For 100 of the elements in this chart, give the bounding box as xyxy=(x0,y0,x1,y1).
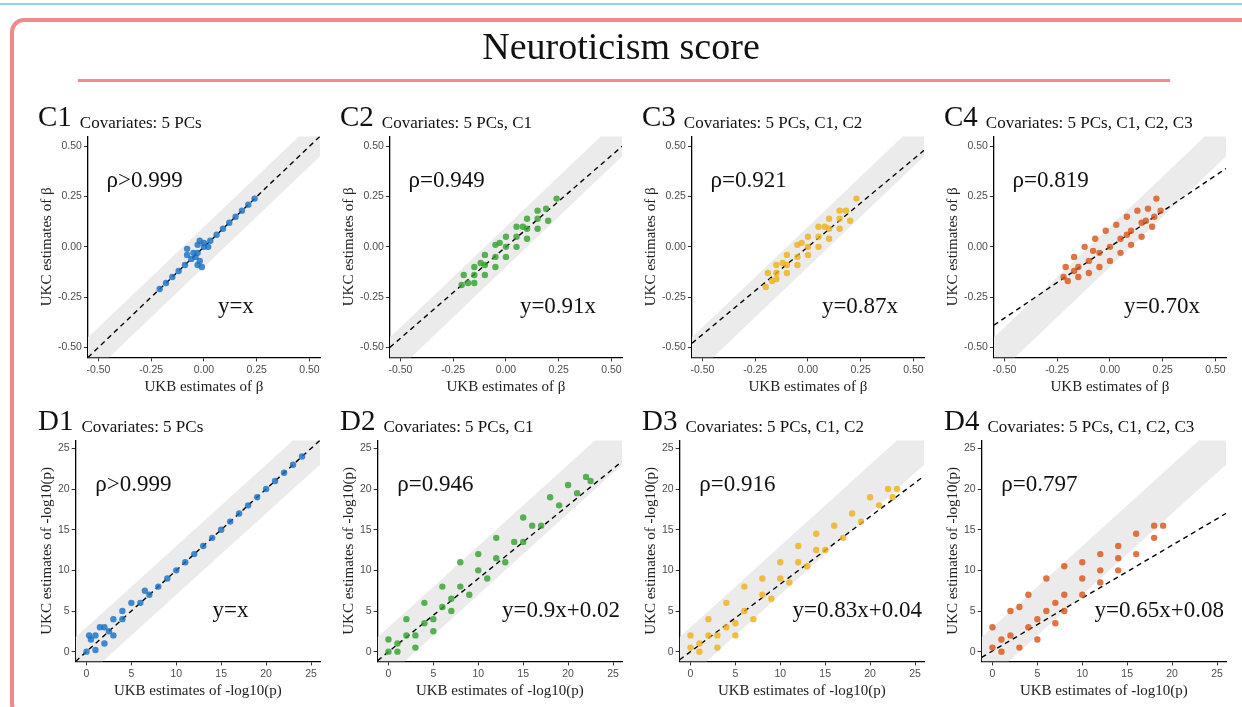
x-tick-label: 0.25 xyxy=(246,362,268,375)
y-tick-label: 10 xyxy=(57,563,70,576)
y-axis-title: UKC estimates of β xyxy=(641,187,658,307)
y-tick-label: 0.25 xyxy=(665,189,687,202)
x-tick-label: 0.50 xyxy=(1205,362,1226,375)
x-axis-title: UKB estimates of -log10(p) xyxy=(1019,681,1188,699)
x-tick-label: -0.25 xyxy=(1045,362,1070,375)
chart-title: C3 xyxy=(642,100,676,132)
x-tick-label: -0.50 xyxy=(992,362,1017,375)
chart-title: C1 xyxy=(38,100,72,132)
chart-subtitle: Covariates: 5 PCs xyxy=(81,417,204,436)
y-tick-label: 10 xyxy=(359,563,372,576)
chart-subtitle: Covariates: 5 PCs, C1, C2, C3 xyxy=(985,113,1193,132)
x-tick-label: 15 xyxy=(517,666,530,679)
y-tick-label: 20 xyxy=(963,481,976,494)
y-tick-label: 20 xyxy=(359,481,372,494)
x-tick-label: -0.25 xyxy=(441,362,466,375)
y-tick-label: -0.25 xyxy=(964,289,989,302)
x-tick-label: 10 xyxy=(1076,666,1089,679)
x-tick-label: 5 xyxy=(128,666,135,679)
x-tick-label: -0.50 xyxy=(388,362,413,375)
annotation: y=0.65x+0.08 xyxy=(1094,596,1225,622)
y-tick-label: 0.00 xyxy=(61,239,83,252)
y-tick-label: 20 xyxy=(57,481,70,494)
x-axis-title: UKB estimates of β xyxy=(748,377,868,394)
annotation: ρ=0.921 xyxy=(710,166,787,192)
x-tick-label: 25 xyxy=(305,666,318,679)
chart-subtitle: Covariates: 5 PCs, C1 xyxy=(381,113,533,132)
y-tick-label: 25 xyxy=(359,441,372,454)
x-tick-label: 20 xyxy=(864,666,877,679)
chart-title: D1 xyxy=(38,404,74,436)
x-tick-label: 15 xyxy=(819,666,832,679)
x-axis-title: UKB estimates of -log10(p) xyxy=(113,681,282,699)
annotation: ρ=0.819 xyxy=(1012,166,1089,192)
y-tick-label: 0 xyxy=(365,644,372,657)
x-tick-label: 15 xyxy=(1121,666,1134,679)
annotation: y=0.70x xyxy=(1123,292,1201,318)
x-tick-label: 20 xyxy=(562,666,575,679)
y-axis-title: UKC estimates of -log10(p) xyxy=(641,466,659,635)
y-tick-label: 15 xyxy=(963,522,976,535)
x-axis-title: UKB estimates of β xyxy=(1050,377,1170,394)
y-tick-label: 5 xyxy=(667,603,674,616)
y-tick-label: 0.50 xyxy=(967,139,989,152)
y-tick-label: 0.25 xyxy=(967,189,989,202)
chart-subtitle: Covariates: 5 PCs, C1, C2, C3 xyxy=(987,417,1195,436)
annotation: ρ=0.949 xyxy=(408,166,485,192)
y-tick-label: 20 xyxy=(661,481,674,494)
x-tick-label: -0.25 xyxy=(139,362,164,375)
y-tick-label: -0.25 xyxy=(662,289,687,302)
y-tick-label: -0.50 xyxy=(964,340,989,353)
x-tick-label: -0.25 xyxy=(743,362,768,375)
x-tick-label: 0.00 xyxy=(193,362,215,375)
chart-title: D4 xyxy=(944,404,980,436)
y-tick-label: 10 xyxy=(661,563,674,576)
x-tick-label: 5 xyxy=(430,666,437,679)
annotation: y=0.87x xyxy=(821,292,899,318)
text: Neuroticism score xyxy=(481,24,761,68)
y-axis-title: UKC estimates of -log10(p) xyxy=(37,466,55,635)
x-tick-label: 15 xyxy=(215,666,228,679)
y-tick-label: 0.00 xyxy=(363,239,385,252)
x-tick-label: 0.00 xyxy=(797,362,819,375)
annotation: y=0.91x xyxy=(519,292,597,318)
x-tick-label: -0.50 xyxy=(690,362,715,375)
x-tick-label: 0.50 xyxy=(601,362,622,375)
y-tick-label: 0.00 xyxy=(665,239,687,252)
y-axis-title: UKC estimates of -log10(p) xyxy=(339,466,357,635)
y-tick-label: 0.25 xyxy=(363,189,385,202)
y-tick-label: 0.50 xyxy=(665,139,687,152)
y-tick-label: 0.00 xyxy=(967,239,989,252)
x-axis-title: UKB estimates of β xyxy=(144,377,264,394)
x-tick-label: -0.50 xyxy=(86,362,111,375)
annotation: y=x xyxy=(217,292,255,318)
chart-title: C4 xyxy=(944,100,978,132)
y-axis-title: UKC estimates of β xyxy=(339,187,356,307)
y-axis-title: UKC estimates of β xyxy=(943,187,960,307)
y-tick-label: 0.25 xyxy=(61,189,83,202)
x-tick-label: 0.00 xyxy=(495,362,517,375)
annotation: y=x xyxy=(212,596,249,622)
x-tick-label: 25 xyxy=(607,666,620,679)
y-tick-label: -0.50 xyxy=(662,340,687,353)
chart-subtitle: Covariates: 5 PCs xyxy=(79,113,202,132)
annotation: ρ=0.946 xyxy=(397,470,474,496)
x-tick-label: 0.00 xyxy=(1099,362,1121,375)
y-tick-label: 5 xyxy=(365,603,372,616)
y-tick-label: 5 xyxy=(969,603,976,616)
x-tick-label: 0.25 xyxy=(1152,362,1174,375)
x-tick-label: 0.50 xyxy=(903,362,924,375)
x-tick-label: 25 xyxy=(1211,666,1224,679)
y-tick-label: 0 xyxy=(667,644,674,657)
annotation: ρ=0.797 xyxy=(1001,470,1078,496)
chart-subtitle: Covariates: 5 PCs, C1 xyxy=(383,417,534,436)
y-tick-label: 10 xyxy=(963,563,976,576)
x-axis-title: UKB estimates of β xyxy=(446,377,566,394)
y-tick-label: -0.50 xyxy=(360,340,385,353)
y-tick-label: 25 xyxy=(57,441,70,454)
y-tick-label: 0.50 xyxy=(61,139,83,152)
annotation: ρ=0.916 xyxy=(699,470,776,496)
x-tick-label: 0.25 xyxy=(850,362,872,375)
y-axis-title: UKC estimates of β xyxy=(37,187,54,307)
y-tick-label: -0.25 xyxy=(360,289,385,302)
